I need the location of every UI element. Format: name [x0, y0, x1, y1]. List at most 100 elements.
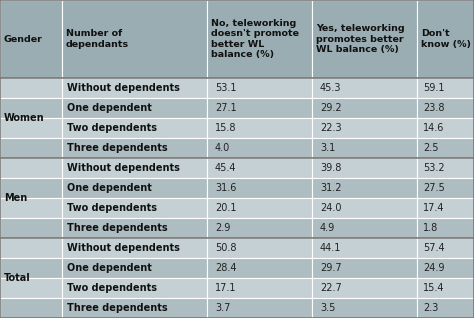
- Bar: [62, 198, 207, 218]
- Text: Without dependents: Without dependents: [67, 243, 180, 253]
- Text: No, teleworking
doesn't promote
better WL
balance (%): No, teleworking doesn't promote better W…: [211, 19, 299, 59]
- Bar: [207, 78, 312, 98]
- Text: Three dependents: Three dependents: [67, 143, 168, 153]
- Text: Don't
know (%): Don't know (%): [421, 29, 471, 49]
- Text: 17.4: 17.4: [423, 203, 445, 213]
- Text: 2.9: 2.9: [215, 223, 230, 233]
- Text: 39.8: 39.8: [320, 163, 341, 173]
- Text: 29.7: 29.7: [320, 263, 342, 273]
- Text: 24.0: 24.0: [320, 203, 341, 213]
- Text: 3.1: 3.1: [320, 143, 335, 153]
- Text: Men: Men: [4, 193, 27, 203]
- Text: 27.1: 27.1: [215, 103, 237, 113]
- Text: 17.1: 17.1: [215, 283, 237, 293]
- Bar: [417, 238, 474, 258]
- Bar: [207, 258, 312, 278]
- Bar: [62, 298, 207, 318]
- Bar: [417, 258, 474, 278]
- Bar: [62, 78, 207, 98]
- Bar: [207, 238, 312, 258]
- Bar: [207, 278, 312, 298]
- Bar: [62, 158, 207, 178]
- Bar: [62, 218, 207, 238]
- Bar: [207, 0, 312, 78]
- Text: 20.1: 20.1: [215, 203, 237, 213]
- Text: 27.5: 27.5: [423, 183, 445, 193]
- Bar: [417, 158, 474, 178]
- Bar: [312, 78, 417, 98]
- Bar: [312, 138, 417, 158]
- Text: 22.3: 22.3: [320, 123, 342, 133]
- Bar: [417, 98, 474, 118]
- Text: 14.6: 14.6: [423, 123, 444, 133]
- Bar: [62, 178, 207, 198]
- Bar: [0, 178, 62, 198]
- Bar: [0, 198, 62, 218]
- Text: Gender: Gender: [4, 34, 43, 44]
- Text: 22.7: 22.7: [320, 283, 342, 293]
- Text: Women: Women: [4, 113, 45, 123]
- Bar: [417, 78, 474, 98]
- Bar: [62, 238, 207, 258]
- Text: 50.8: 50.8: [215, 243, 237, 253]
- Bar: [62, 258, 207, 278]
- Text: 15.4: 15.4: [423, 283, 445, 293]
- Text: 2.5: 2.5: [423, 143, 438, 153]
- Bar: [62, 278, 207, 298]
- Bar: [207, 98, 312, 118]
- Bar: [312, 178, 417, 198]
- Text: One dependent: One dependent: [67, 103, 152, 113]
- Text: 59.1: 59.1: [423, 83, 445, 93]
- Bar: [0, 0, 62, 78]
- Bar: [312, 118, 417, 138]
- Bar: [312, 258, 417, 278]
- Bar: [0, 138, 62, 158]
- Text: Two dependents: Two dependents: [67, 203, 157, 213]
- Bar: [312, 198, 417, 218]
- Text: 29.2: 29.2: [320, 103, 342, 113]
- Bar: [417, 118, 474, 138]
- Bar: [207, 178, 312, 198]
- Text: Total: Total: [4, 273, 31, 283]
- Bar: [312, 298, 417, 318]
- Text: 4.9: 4.9: [320, 223, 335, 233]
- Bar: [0, 158, 62, 178]
- Bar: [207, 198, 312, 218]
- Bar: [312, 218, 417, 238]
- Bar: [417, 218, 474, 238]
- Bar: [207, 118, 312, 138]
- Text: 24.9: 24.9: [423, 263, 445, 273]
- Bar: [0, 278, 62, 298]
- Bar: [0, 258, 62, 278]
- Text: Two dependents: Two dependents: [67, 283, 157, 293]
- Text: 53.2: 53.2: [423, 163, 445, 173]
- Bar: [417, 298, 474, 318]
- Text: 28.4: 28.4: [215, 263, 237, 273]
- Bar: [312, 0, 417, 78]
- Text: Without dependents: Without dependents: [67, 163, 180, 173]
- Bar: [312, 98, 417, 118]
- Text: 31.2: 31.2: [320, 183, 341, 193]
- Text: Three dependents: Three dependents: [67, 223, 168, 233]
- Text: 23.8: 23.8: [423, 103, 445, 113]
- Bar: [207, 158, 312, 178]
- Text: 3.7: 3.7: [215, 303, 230, 313]
- Bar: [312, 278, 417, 298]
- Bar: [0, 78, 62, 98]
- Text: 53.1: 53.1: [215, 83, 237, 93]
- Text: 45.3: 45.3: [320, 83, 341, 93]
- Bar: [0, 238, 62, 258]
- Bar: [417, 138, 474, 158]
- Text: 44.1: 44.1: [320, 243, 341, 253]
- Bar: [0, 298, 62, 318]
- Text: Without dependents: Without dependents: [67, 83, 180, 93]
- Text: 45.4: 45.4: [215, 163, 237, 173]
- Text: 2.3: 2.3: [423, 303, 438, 313]
- Text: 57.4: 57.4: [423, 243, 445, 253]
- Bar: [62, 138, 207, 158]
- Bar: [417, 0, 474, 78]
- Bar: [0, 118, 62, 138]
- Text: Yes, teleworking
promotes better
WL balance (%): Yes, teleworking promotes better WL bala…: [316, 24, 405, 54]
- Bar: [0, 98, 62, 118]
- Bar: [62, 0, 207, 78]
